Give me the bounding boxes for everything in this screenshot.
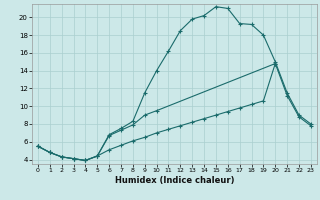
- X-axis label: Humidex (Indice chaleur): Humidex (Indice chaleur): [115, 176, 234, 185]
